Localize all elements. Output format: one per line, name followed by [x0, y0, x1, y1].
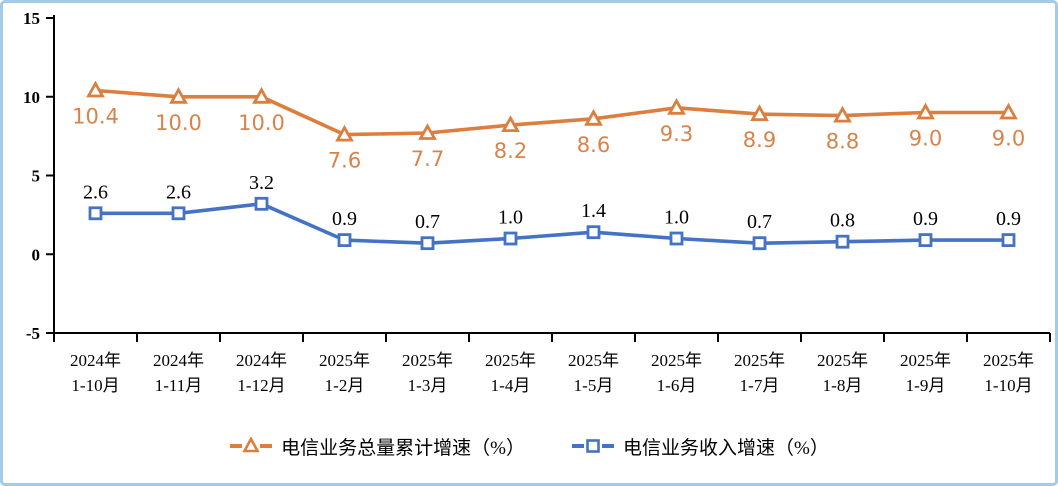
- x-axis-category-label: 2025年 1-7月: [734, 351, 785, 395]
- series-1-data-label: 0.9: [332, 208, 357, 230]
- series-0-data-label: 10.4: [72, 104, 119, 128]
- series-1-data-label: 0.9: [996, 208, 1021, 230]
- series-0-data-label: 10.0: [155, 111, 202, 135]
- series-0-data-label: 10.0: [238, 111, 285, 135]
- series-0-marker: [252, 86, 271, 104]
- series-1-marker: [1001, 233, 1016, 248]
- series-1-marker: [669, 231, 684, 246]
- series-1-data-label: 2.6: [83, 181, 108, 203]
- series-1-marker: [420, 236, 435, 251]
- series-0-data-label: 9.3: [660, 122, 693, 146]
- x-axis-category-label: 2025年 1-10月: [983, 351, 1034, 395]
- series-0-data-label: 7.7: [411, 147, 444, 171]
- series-1-data-label: 1.0: [664, 207, 689, 229]
- series-0-data-label: 8.6: [577, 133, 610, 157]
- chart-plot-area: 15 10 5 0 -5 2024年 1-10月 2024年 1-11月 2024年 1-12月 20…: [3, 3, 1055, 413]
- series-1-data-label: 0.7: [415, 211, 440, 233]
- x-axis-category-label: 2025年 1-5月: [568, 351, 619, 395]
- series-1-data-label: 0.7: [747, 211, 772, 233]
- triangle-series-legend-icon: [230, 437, 273, 453]
- series-1-marker: [88, 206, 103, 221]
- series-1-marker: [254, 196, 269, 211]
- y-axis-tick-label: -5: [26, 324, 40, 343]
- series-1-marker: [337, 233, 352, 248]
- x-axis-category-label: 2025年 1-8月: [817, 351, 868, 395]
- chart-svg: 15 10 5 0 -5 2024年 1-10月 2024年 1-11月 2024年 1-12月 20…: [23, 9, 1051, 395]
- series-1-marker: [918, 233, 933, 248]
- x-axis-category-label: 2024年 1-11月: [153, 351, 204, 395]
- series-0-marker: [86, 80, 105, 98]
- series-0-marker: [999, 102, 1018, 120]
- legend-item-total-volume: 电信业务总量累计增速（%）: [229, 433, 525, 460]
- y-axis-tick-label: 5: [32, 167, 41, 186]
- y-axis-tick-label: 15: [23, 9, 40, 28]
- series-1-data-label: 0.8: [830, 210, 855, 232]
- x-axis-category-label: 2025年 1-4月: [485, 351, 536, 395]
- x-axis-category-label: 2025年 1-9月: [900, 351, 951, 395]
- series-0-marker: [501, 115, 520, 132]
- x-axis-category-label: 2025年 1-2月: [319, 351, 370, 395]
- series-1-data-label: 0.9: [913, 208, 938, 230]
- series-1-marker: [503, 231, 518, 246]
- series-0-marker: [750, 104, 769, 121]
- chart-legend: 电信业务总量累计增速（%） 电信业务收入增速（%）: [3, 413, 1055, 479]
- series-1-marker: [752, 236, 767, 251]
- series-0-marker: [833, 105, 852, 123]
- legend-item-revenue: 电信业务收入增速（%）: [571, 433, 829, 460]
- x-axis-category-label: 2024年 1-12月: [236, 351, 287, 395]
- series-0-marker: [916, 102, 935, 120]
- series-1-data-label: 2.6: [166, 181, 191, 203]
- series-0-data-label: 7.6: [328, 149, 361, 173]
- series-1-marker: [835, 234, 850, 249]
- series-line-1: [93, 202, 1011, 245]
- series-0-marker: [335, 124, 354, 142]
- y-axis-tick-label: 10: [23, 88, 40, 107]
- series-1-data-label: 1.4: [581, 200, 606, 222]
- y-axis-tick-label: 0: [32, 245, 41, 264]
- x-axis-category-label: 2025年 1-3月: [402, 351, 453, 395]
- series-1-data-label: 1.0: [498, 207, 523, 229]
- series-0-marker: [667, 97, 686, 115]
- square-series-legend-icon: [572, 439, 614, 453]
- series-0-data-label: 8.9: [743, 128, 776, 152]
- series-0-marker: [584, 108, 603, 126]
- series-0-data-label: 9.0: [909, 127, 942, 151]
- series-line-0: [93, 88, 1011, 137]
- x-axis-category-label: 2024年 1-10月: [70, 351, 121, 395]
- series-1-marker: [171, 206, 186, 221]
- series-0-data-label: 9.0: [992, 127, 1025, 151]
- series-0-marker: [418, 123, 437, 140]
- series-0-marker: [169, 86, 188, 104]
- x-axis-category-label: 2025年 1-6月: [651, 351, 702, 395]
- legend-label-total-volume: 电信业务总量累计增速（%）: [281, 437, 525, 459]
- series-0-data-label: 8.8: [826, 130, 859, 154]
- series-1-data-label: 3.2: [249, 172, 274, 194]
- legend-label-revenue: 电信业务收入增速（%）: [623, 437, 829, 459]
- series-0-data-label: 8.2: [494, 139, 527, 163]
- series-1-marker: [586, 225, 601, 240]
